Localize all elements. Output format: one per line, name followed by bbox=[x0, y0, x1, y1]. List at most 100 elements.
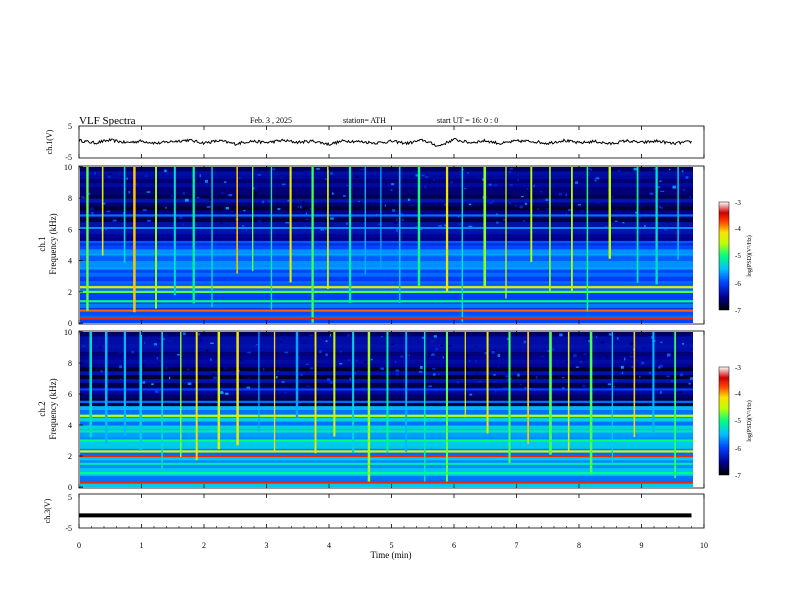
noise-speckle bbox=[224, 366, 228, 370]
noise-speckle bbox=[299, 205, 302, 209]
time-x-axis: 0 1 2 3 4 5 6 7 8 9 10 bbox=[77, 126, 708, 550]
noise-speckle bbox=[91, 376, 94, 378]
noise-speckle bbox=[113, 198, 115, 201]
noise-speckle bbox=[607, 383, 612, 386]
noise-speckle bbox=[154, 343, 157, 346]
sferic-impulse bbox=[295, 332, 299, 419]
noise-speckle bbox=[395, 369, 400, 372]
time-tick-label: 4 bbox=[327, 541, 331, 550]
noise-speckle bbox=[281, 381, 285, 383]
noise-speckle bbox=[660, 352, 664, 356]
sferic-impulse bbox=[486, 332, 489, 434]
frequency-tick-label: 10 bbox=[64, 163, 72, 172]
noise-speckle bbox=[685, 176, 689, 179]
ch3-ytick-bottom: -5 bbox=[65, 524, 72, 533]
noise-speckle bbox=[507, 337, 510, 341]
noise-speckle bbox=[120, 378, 122, 380]
noise-speckle bbox=[475, 373, 478, 375]
noise-speckle bbox=[410, 204, 414, 206]
noise-speckle bbox=[565, 360, 569, 364]
frequency-tick-label: 6 bbox=[68, 390, 72, 399]
noise-speckle bbox=[545, 198, 549, 202]
noise-speckle bbox=[588, 167, 591, 170]
noise-speckle bbox=[108, 173, 112, 175]
noise-speckle bbox=[242, 224, 245, 227]
noise-speckle bbox=[618, 170, 621, 172]
noise-speckle bbox=[118, 217, 122, 220]
noise-floor-row bbox=[80, 178, 693, 184]
noise-speckle bbox=[297, 206, 299, 208]
noise-speckle bbox=[688, 383, 691, 385]
noise-speckle bbox=[218, 186, 221, 188]
noise-speckle bbox=[407, 190, 410, 192]
noise-speckle bbox=[225, 206, 230, 210]
noise-floor-row bbox=[80, 303, 693, 308]
noise-speckle bbox=[436, 365, 438, 367]
sferic-impulse bbox=[405, 332, 408, 452]
noise-speckle bbox=[169, 191, 172, 193]
noise-speckle bbox=[396, 372, 399, 376]
noise-floor-row bbox=[80, 311, 693, 316]
noise-speckle bbox=[257, 174, 261, 176]
time-tick-label: 9 bbox=[640, 541, 644, 550]
noise-speckle bbox=[266, 365, 270, 368]
ch2-colorbar-label: log(PSD)(V²/Hz) bbox=[746, 400, 753, 441]
noise-speckle bbox=[526, 188, 529, 190]
noise-speckle bbox=[639, 375, 641, 378]
noise-speckle bbox=[514, 204, 518, 207]
noise-speckle bbox=[669, 168, 671, 171]
noise-speckle bbox=[439, 199, 442, 201]
noise-speckle bbox=[484, 351, 488, 355]
noise-speckle bbox=[228, 193, 233, 197]
noise-speckle bbox=[244, 180, 247, 183]
time-tick-label: 6 bbox=[452, 541, 456, 550]
noise-speckle bbox=[391, 183, 395, 186]
time-tick-label: 5 bbox=[390, 541, 394, 550]
noise-speckle bbox=[587, 337, 592, 340]
noise-speckle bbox=[493, 184, 498, 186]
noise-floor-row bbox=[80, 245, 693, 250]
time-tick-label: 7 bbox=[515, 541, 519, 550]
noise-speckle bbox=[357, 370, 361, 372]
noise-speckle bbox=[622, 222, 625, 224]
sferic-impulse bbox=[636, 167, 639, 283]
noise-speckle bbox=[649, 371, 651, 374]
sferic-impulse bbox=[674, 332, 676, 479]
noise-speckle bbox=[469, 393, 473, 396]
noise-speckle bbox=[426, 376, 430, 379]
noise-speckle bbox=[194, 222, 198, 226]
noise-speckle bbox=[324, 178, 328, 181]
noise-speckle bbox=[342, 195, 346, 198]
noise-speckle bbox=[293, 197, 297, 200]
low-frequency-line bbox=[80, 317, 693, 320]
sferic-impulse bbox=[289, 167, 292, 283]
ch1-colorbar: -3 -4 -5 -6 -7 log(PSD)(V²/Hz) bbox=[718, 199, 753, 315]
noise-speckle bbox=[210, 342, 214, 344]
noise-speckle bbox=[164, 333, 169, 337]
noise-speckle bbox=[438, 344, 440, 347]
noise-speckle bbox=[666, 353, 671, 357]
noise-speckle bbox=[230, 210, 233, 213]
noise-speckle bbox=[221, 192, 224, 195]
noise-speckle bbox=[606, 203, 609, 206]
sferic-impulse bbox=[386, 332, 389, 453]
noise-speckle bbox=[535, 376, 538, 379]
noise-speckle bbox=[585, 334, 589, 337]
emission-band bbox=[80, 462, 693, 465]
noise-speckle bbox=[614, 220, 618, 222]
noise-speckle bbox=[271, 196, 275, 199]
noise-speckle bbox=[90, 207, 94, 211]
sferic-impulse bbox=[399, 167, 401, 303]
noise-floor-row bbox=[80, 295, 693, 301]
sferic-impulse bbox=[549, 167, 551, 292]
noise-speckle bbox=[415, 174, 420, 177]
noise-speckle bbox=[497, 353, 501, 357]
sferic-impulse bbox=[333, 332, 336, 437]
noise-speckle bbox=[503, 379, 505, 381]
noise-speckle bbox=[497, 366, 500, 368]
noise-speckle bbox=[347, 334, 350, 337]
noise-speckle bbox=[99, 346, 101, 349]
noise-speckle bbox=[354, 371, 357, 375]
noise-speckle bbox=[330, 349, 332, 352]
noise-speckle bbox=[107, 175, 112, 178]
